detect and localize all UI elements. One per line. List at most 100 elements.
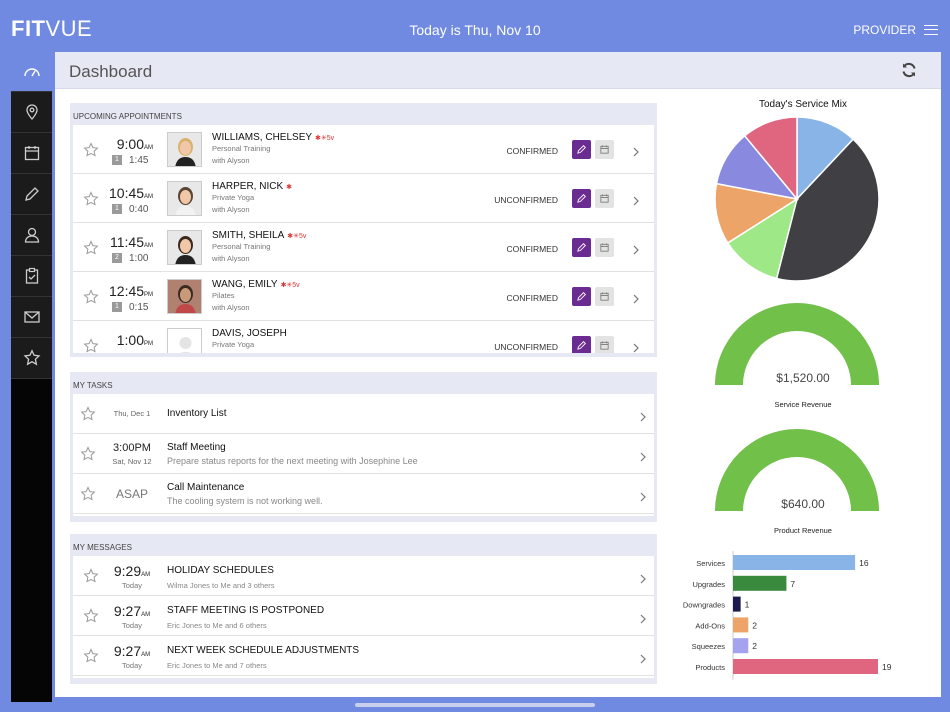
chevron-right-icon[interactable] bbox=[639, 611, 647, 624]
edit-appointment-button[interactable] bbox=[572, 287, 591, 306]
sidebar-item-user[interactable] bbox=[11, 215, 52, 256]
pencil-icon bbox=[577, 243, 586, 252]
chevron-right-icon[interactable] bbox=[632, 193, 640, 206]
appointment-row[interactable]: 1:00PM DAVIS, JOSEPH Private Yoga UNCONFIRM… bbox=[73, 321, 654, 353]
provider-name: with Alyson bbox=[212, 205, 250, 214]
favorite-star-icon[interactable] bbox=[83, 648, 99, 664]
provider-name: with Alyson bbox=[212, 303, 250, 312]
messages-heading: MY MESSAGES bbox=[73, 543, 132, 552]
appointments-list[interactable]: 9:00AM 1 1:45 WILLIAMS, CHELSEY ✱✳5v Personal… bbox=[73, 125, 654, 353]
favorite-star-icon[interactable] bbox=[80, 486, 96, 502]
appointment-row[interactable]: 12:45PM 1 0:15 WANG, EMILY ✱✳5v Pilates with A… bbox=[73, 272, 654, 321]
top-bar: FITVUE Today is Thu, Nov 10 PROVIDER bbox=[0, 0, 950, 52]
appointment-duration: 1:45 bbox=[129, 155, 149, 166]
service-revenue-gauge bbox=[715, 303, 879, 385]
message-row[interactable]: 9:27AM Today STAFF MEETING IS POSTPONED Eri… bbox=[73, 596, 654, 636]
pencil-icon bbox=[577, 341, 586, 350]
sidebar-item-location-pin[interactable] bbox=[11, 92, 52, 133]
favorite-star-icon[interactable] bbox=[83, 240, 99, 256]
chevron-right-icon[interactable] bbox=[639, 651, 647, 664]
refresh-icon[interactable] bbox=[901, 62, 917, 78]
calendar-icon bbox=[600, 292, 609, 301]
chevron-right-icon[interactable] bbox=[632, 144, 640, 157]
chevron-right-icon[interactable] bbox=[639, 449, 647, 462]
reschedule-button[interactable] bbox=[595, 189, 614, 208]
appointment-row[interactable]: 9:00AM 1 1:45 WILLIAMS, CHELSEY ✱✳5v Personal… bbox=[73, 125, 654, 174]
reschedule-button[interactable] bbox=[595, 336, 614, 353]
fitvue-logo[interactable]: FITVUE bbox=[11, 16, 93, 41]
sidebar-item-clipboard[interactable] bbox=[11, 256, 52, 297]
main-content: Dashboard UPCOMING APPOINTMENTS 9:00AM 1 1… bbox=[55, 52, 941, 697]
bar bbox=[733, 617, 749, 633]
bar-category-label: Squeezes bbox=[692, 642, 726, 651]
favorite-star-icon[interactable] bbox=[83, 142, 99, 158]
service-revenue-value: $1,520.00 bbox=[776, 371, 830, 385]
favorite-star-icon[interactable] bbox=[80, 446, 96, 462]
chevron-right-icon[interactable] bbox=[639, 409, 647, 422]
message-row[interactable]: 9:29AM Today HOLIDAY SCHEDULES Wilma Jones … bbox=[73, 556, 654, 596]
appointment-status: CONFIRMED bbox=[506, 293, 558, 303]
appointment-row[interactable]: 10:45AM 1 0:40 HARPER, NICK ✱ Private Yoga wit… bbox=[73, 174, 654, 223]
favorite-star-icon[interactable] bbox=[83, 338, 99, 353]
message-subject: STAFF MEETING IS POSTPONED bbox=[167, 605, 325, 616]
client-name[interactable]: WILLIAMS, CHELSEY ✱✳5v bbox=[212, 132, 335, 143]
sidebar-item-pencil[interactable] bbox=[11, 174, 52, 215]
sidebar-item-star[interactable] bbox=[11, 338, 52, 379]
sidebar-item-dashboard[interactable] bbox=[11, 52, 52, 92]
provider-menu-button[interactable]: PROVIDER bbox=[853, 23, 938, 37]
sidebar-item-calendar[interactable] bbox=[11, 133, 52, 174]
tasks-list[interactable]: Thu, Dec 1 Inventory List 3:00PM Sat, Nov 1… bbox=[73, 394, 654, 516]
bar-value-label: 7 bbox=[790, 579, 795, 589]
chevron-right-icon[interactable] bbox=[639, 571, 647, 584]
edit-appointment-button[interactable] bbox=[572, 336, 591, 353]
message-day: Today bbox=[121, 661, 142, 670]
product-revenue-value: $640.00 bbox=[781, 497, 825, 511]
bar bbox=[733, 596, 741, 612]
reschedule-button[interactable] bbox=[595, 287, 614, 306]
pie-slice bbox=[775, 138, 880, 282]
client-photo bbox=[167, 230, 202, 265]
pie-slice bbox=[796, 116, 855, 201]
task-row[interactable]: ASAP Call Maintenance The cooling system i… bbox=[73, 474, 654, 514]
chevron-right-icon[interactable] bbox=[639, 489, 647, 502]
chevron-right-icon[interactable] bbox=[632, 291, 640, 304]
reschedule-button[interactable] bbox=[595, 140, 614, 159]
favorite-star-icon[interactable] bbox=[80, 406, 96, 422]
chevron-right-icon[interactable] bbox=[632, 340, 640, 353]
pie-slice bbox=[743, 116, 798, 202]
task-row[interactable]: Thu, Dec 1 Inventory List bbox=[73, 394, 654, 434]
chevron-right-icon[interactable] bbox=[632, 242, 640, 255]
edit-appointment-button[interactable] bbox=[572, 140, 591, 159]
edit-appointment-button[interactable] bbox=[572, 238, 591, 257]
favorite-star-icon[interactable] bbox=[83, 608, 99, 624]
appointment-time: 12:45PM bbox=[109, 283, 154, 299]
client-name[interactable]: SMITH, SHEILA ✱✳5v bbox=[212, 230, 307, 241]
provider-name: with Alyson bbox=[212, 156, 250, 165]
message-row[interactable]: 9:27AM Today NEXT WEEK SCHEDULE ADJUSTMENT… bbox=[73, 636, 654, 676]
favorite-star-icon[interactable] bbox=[83, 289, 99, 305]
bar-value-label: 1 bbox=[745, 600, 750, 610]
gauge-fill bbox=[715, 429, 879, 511]
client-name[interactable]: DAVIS, JOSEPH bbox=[212, 328, 287, 339]
favorite-star-icon[interactable] bbox=[83, 568, 99, 584]
appointment-time: 1:00PM bbox=[116, 332, 153, 348]
messages-list[interactable]: 9:29AM Today HOLIDAY SCHEDULES Wilma Jones … bbox=[73, 556, 654, 678]
sidebar bbox=[11, 52, 52, 702]
client-name[interactable]: HARPER, NICK ✱ bbox=[212, 181, 292, 192]
task-due-date: Sat, Nov 12 bbox=[112, 457, 152, 466]
task-row[interactable]: 3:00PM Sat, Nov 12 Staff Meeting Prepare st… bbox=[73, 434, 654, 474]
calendar-icon bbox=[600, 341, 609, 350]
appointment-row[interactable]: 11:45AM 2 1:00 SMITH, SHEILA ✱✳5v Personal Tr… bbox=[73, 223, 654, 272]
favorite-star-icon[interactable] bbox=[83, 191, 99, 207]
appointment-duration: 1:00 bbox=[129, 253, 149, 264]
message-day: Today bbox=[121, 581, 142, 590]
sidebar-item-mail[interactable] bbox=[11, 297, 52, 338]
message-recipients: Eric Jones to Me and 6 others bbox=[167, 621, 267, 630]
bar bbox=[733, 638, 749, 654]
edit-appointment-button[interactable] bbox=[572, 189, 591, 208]
service-name: Private Yoga bbox=[212, 193, 255, 202]
client-name[interactable]: WANG, EMILY ✱✳5v bbox=[212, 279, 300, 290]
appointment-time: 9:00AM bbox=[116, 136, 153, 152]
bar-value-label: 16 bbox=[859, 558, 869, 568]
reschedule-button[interactable] bbox=[595, 238, 614, 257]
